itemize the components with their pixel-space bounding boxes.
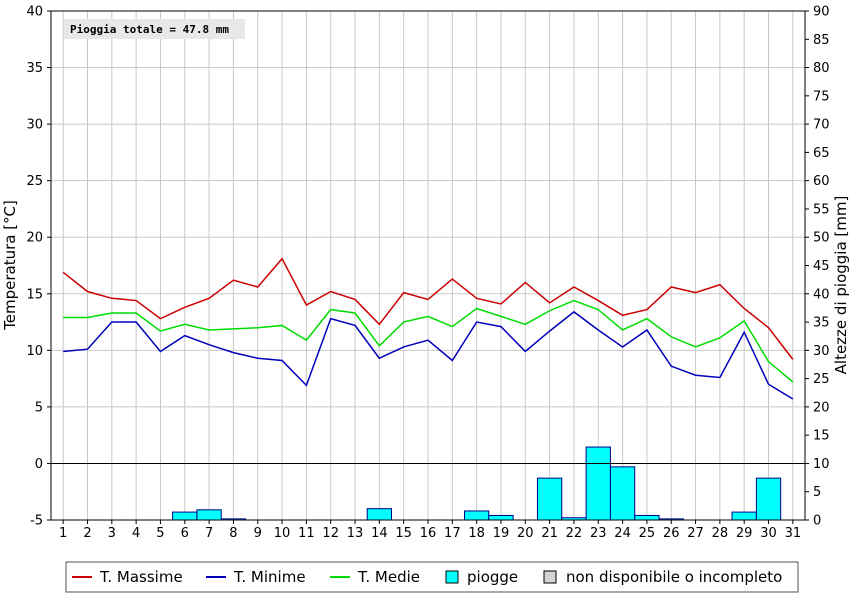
y-tick-label-left: 40 [26, 5, 43, 20]
annotation-box: Pioggia totale = 47.8 mm [64, 19, 245, 39]
x-tick-label: 23 [590, 526, 607, 541]
y-tick-label-right: 15 [813, 429, 830, 444]
x-tick-label: 10 [274, 526, 291, 541]
y-tick-label-right: 25 [813, 372, 830, 387]
y-tick-label-right: 35 [813, 316, 830, 331]
x-tick-label: 16 [420, 526, 437, 541]
y-tick-label-right: 0 [813, 514, 821, 529]
y-tick-label-right: 50 [813, 231, 830, 246]
y-tick-label-left: -5 [30, 514, 43, 529]
rain-bar [609, 466, 636, 521]
rain-bar [731, 511, 757, 521]
legend-label-rain: piogge [467, 568, 518, 586]
rain-bars [172, 446, 782, 521]
grid [51, 10, 805, 521]
legend-label-mean: T. Medie [357, 568, 420, 586]
x-tick-label: 17 [444, 526, 461, 541]
y-tick-label-right: 85 [813, 33, 830, 48]
x-tick-label: 5 [156, 526, 164, 541]
y-tick-label-left: 15 [26, 287, 43, 302]
x-tick-label: 7 [205, 526, 213, 541]
legend-item-rain: piogge [445, 568, 518, 586]
y-tick-label-right: 60 [813, 174, 830, 189]
x-tick-label: 1 [59, 526, 67, 541]
y-axis-label-left: Temperatura [°C] [1, 200, 19, 331]
legend-item-min: T. Minime [206, 568, 306, 586]
rain-bar [755, 477, 782, 521]
x-tick-label: 11 [298, 526, 315, 541]
y-tick-label-right: 65 [813, 146, 830, 161]
x-tick-label: 6 [181, 526, 189, 541]
rain-bar [366, 508, 393, 521]
y-tick-label-left: 25 [26, 174, 43, 189]
y-tick-label-right: 30 [813, 344, 830, 359]
y-tick-label-left: 35 [26, 61, 43, 76]
rain-bar [196, 509, 222, 521]
x-tick-label: 26 [663, 526, 680, 541]
x-tick-label: 19 [493, 526, 510, 541]
x-tick-label: 14 [371, 526, 388, 541]
x-tick-label: 24 [614, 526, 631, 541]
x-tick-label: 28 [712, 526, 729, 541]
y-tick-label-right: 70 [813, 118, 830, 133]
legend-label-max: T. Massime [99, 568, 183, 586]
x-tick-label: 27 [687, 526, 704, 541]
y-tick-label-left: 30 [26, 118, 43, 133]
x-tick-label: 15 [395, 526, 412, 541]
y-tick-label-left: 20 [26, 231, 43, 246]
legend-item-max: T. Massime [72, 568, 183, 586]
legend-label-min: T. Minime [233, 568, 306, 586]
y-tick-label-right: 75 [813, 89, 830, 104]
legend: T. Massime T. Minime T. Medie piogge non… [65, 561, 799, 593]
x-tick-label: 12 [322, 526, 339, 541]
x-tick-label: 13 [347, 526, 364, 541]
x-tick-label: 3 [108, 526, 116, 541]
x-tick-label: 8 [229, 526, 237, 541]
y-tick-label-right: 5 [813, 485, 821, 500]
rain-bar [172, 511, 198, 521]
x-tick-label: 2 [83, 526, 91, 541]
y-tick-label-left: 0 [35, 457, 43, 472]
tick-labels: 1 2 3 4 5 6 7 8 9 10 11 12 13 14 15 16 17 18 19 20 21 22 23 24 2… [26, 5, 829, 542]
rain-bar [463, 510, 490, 521]
x-tick-label: 20 [517, 526, 534, 541]
rain-bar [634, 514, 660, 521]
y-axis-label-right: Altezze di pioggia [mm] [832, 196, 850, 375]
y-tick-label-right: 90 [813, 5, 830, 20]
rain-bar [488, 514, 514, 521]
x-tick-label: 31 [785, 526, 802, 541]
x-tick-label: 21 [541, 526, 558, 541]
legend-label-unavailable: non disponibile o incompleto [566, 568, 782, 586]
x-tick-label: 30 [760, 526, 777, 541]
y-tick-label-right: 80 [813, 61, 830, 76]
legend-item-unavailable: non disponibile o incompleto [543, 568, 782, 586]
y-tick-label-right: 55 [813, 202, 830, 217]
series-line-mean [63, 299, 794, 383]
x-tick-label: 29 [736, 526, 753, 541]
x-tick-label: 4 [132, 526, 140, 541]
temperature-lines [62, 257, 794, 400]
y-tick-label-right: 45 [813, 259, 830, 274]
x-tick-label: 22 [566, 526, 583, 541]
rain-bar [585, 446, 611, 521]
x-tick-label: 25 [639, 526, 656, 541]
y-tick-label-left: 10 [26, 344, 43, 359]
series-line-max [62, 257, 794, 360]
rain-bar [536, 477, 563, 521]
x-tick-label: 9 [254, 526, 262, 541]
y-tick-label-right: 10 [813, 457, 830, 472]
legend-item-mean: T. Medie [330, 568, 420, 586]
y-tick-label-left: 5 [35, 400, 43, 415]
y-tick-label-right: 40 [813, 287, 830, 302]
x-tick-label: 18 [468, 526, 485, 541]
annotation-text: Pioggia totale = 47.8 mm [70, 23, 229, 36]
y-tick-label-right: 20 [813, 400, 830, 415]
series-line-min [63, 310, 794, 400]
